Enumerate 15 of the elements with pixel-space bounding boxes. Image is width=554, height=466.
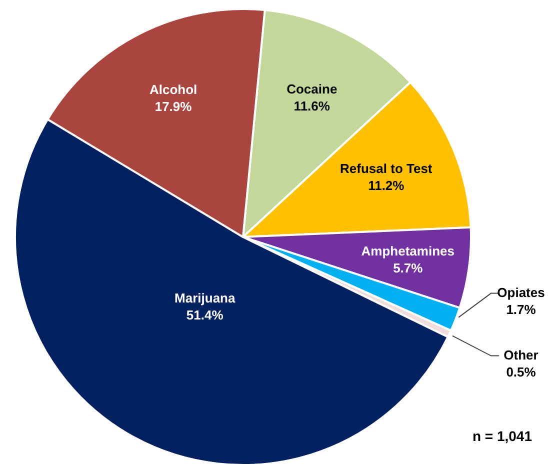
data-label: 11.6%: [294, 98, 330, 114]
slice-label: Alcohol: [149, 82, 198, 98]
data-label: 1.7%: [506, 302, 536, 317]
slice-label: Cocaine: [286, 82, 338, 97]
slice-label: Amphetamines: [361, 243, 454, 258]
data-label: 11.2%: [368, 178, 405, 194]
slice-label: Refusal to Test: [340, 161, 433, 176]
data-label: 5.7%: [393, 260, 424, 276]
text: n = 1,041: [472, 428, 532, 444]
data-label: 0.5%: [506, 364, 536, 380]
data-label: 51.4%: [186, 308, 224, 323]
slice-label: Other: [504, 347, 538, 362]
data-label: 17.9%: [154, 99, 192, 114]
slice-label: Marijuana: [174, 290, 236, 306]
slice-label: Opiates: [497, 284, 545, 300]
